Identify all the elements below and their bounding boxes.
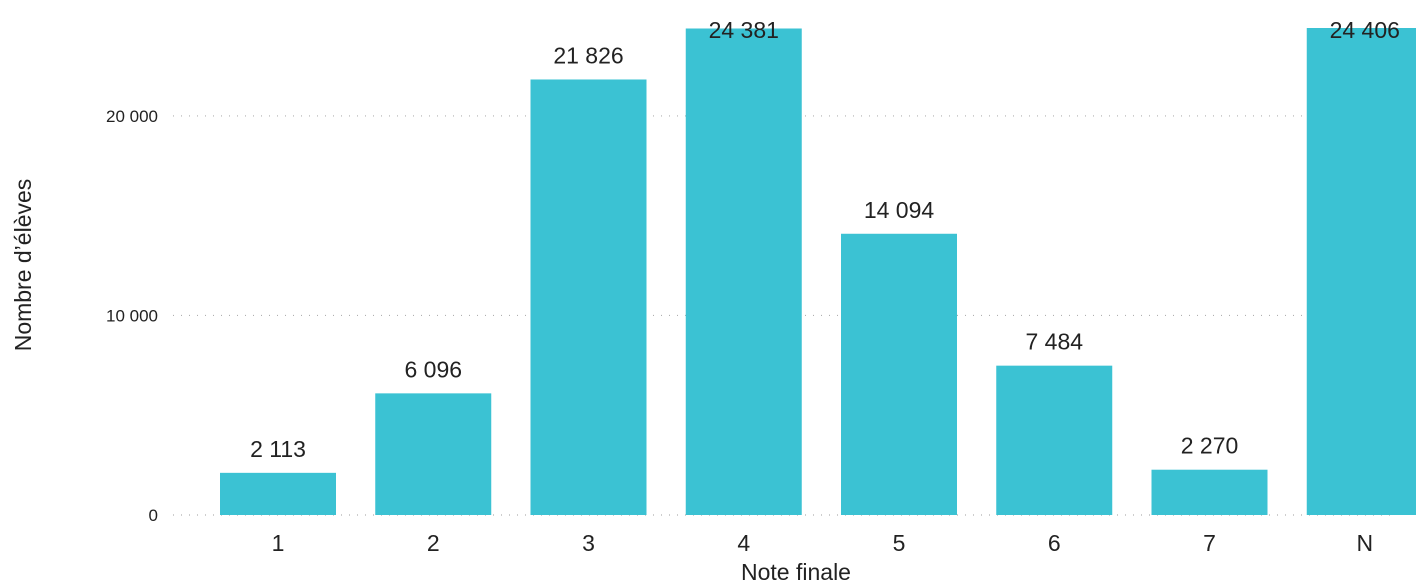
bar-2 xyxy=(375,393,492,515)
data-label: 7 484 xyxy=(1025,329,1083,355)
x-tick-label: 6 xyxy=(1048,530,1061,556)
data-label: 14 094 xyxy=(864,197,935,223)
bar-4 xyxy=(685,28,802,516)
data-label: 2 270 xyxy=(1181,433,1239,459)
bar-6 xyxy=(996,365,1113,515)
x-tick-label: 2 xyxy=(427,530,440,556)
bar-1 xyxy=(220,472,336,515)
data-label: 21 826 xyxy=(553,42,623,68)
bar-3 xyxy=(530,79,647,516)
y-axis-label: Nombre d’élèves xyxy=(10,179,36,352)
y-tick-label: 0 xyxy=(149,506,158,525)
x-tick-label: 1 xyxy=(272,530,285,556)
x-tick-label: 4 xyxy=(737,530,750,556)
bar-7 xyxy=(1151,469,1268,515)
x-axis-ticks: 1 2 3 4 5 6 7 N xyxy=(272,530,1373,556)
x-tick-label: 5 xyxy=(893,530,906,556)
x-tick-label: N xyxy=(1356,530,1373,556)
data-label: 2 113 xyxy=(250,436,306,462)
data-label: 24 406 xyxy=(1330,17,1400,43)
bar-5 xyxy=(841,233,957,515)
x-tick-label: 7 xyxy=(1203,530,1216,556)
y-tick-label: 10 000 xyxy=(106,306,158,325)
x-axis-label: Note finale xyxy=(741,559,851,585)
x-tick-label: 3 xyxy=(582,530,595,556)
data-labels: 2 113 6 096 21 826 24 381 14 094 7 484 2 270 24… xyxy=(250,17,1400,462)
bar-N xyxy=(1306,28,1416,515)
data-label: 24 381 xyxy=(709,17,779,43)
y-tick-label: 20 000 xyxy=(106,107,158,126)
bars xyxy=(220,28,1416,516)
y-axis-ticks: 0 10 000 20 000 xyxy=(106,107,158,525)
data-label: 6 096 xyxy=(404,356,462,382)
